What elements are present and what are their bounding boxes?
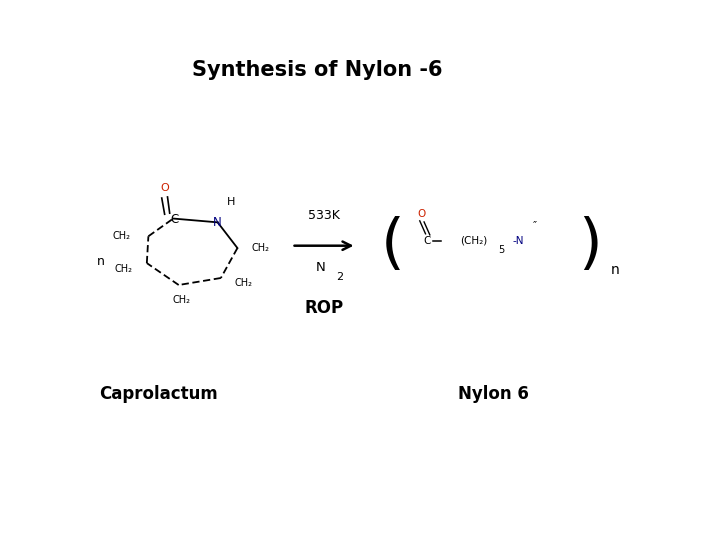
Text: N: N [315,261,325,274]
Text: N: N [213,216,222,229]
Text: CH₂: CH₂ [114,264,132,273]
Text: CH₂: CH₂ [235,279,253,288]
Text: O: O [417,210,426,219]
Text: H: H [226,197,235,207]
Text: n: n [97,255,104,268]
Text: ): ) [579,216,602,275]
Text: 5: 5 [498,245,504,255]
Text: CH₂: CH₂ [173,295,191,305]
Text: ″: ″ [533,220,537,230]
Text: CH₂: CH₂ [112,231,130,241]
Text: CH₂: CH₂ [251,243,269,253]
Text: 2: 2 [336,272,343,282]
Text: Nylon 6: Nylon 6 [458,385,528,403]
Text: C: C [423,237,431,246]
Text: -N: -N [513,236,524,246]
Text: O: O [161,183,169,193]
Text: Caprolactum: Caprolactum [99,385,217,403]
Text: n: n [611,263,620,277]
Text: (: ( [380,216,405,275]
Text: (CH₂): (CH₂) [460,236,487,246]
Text: 533K: 533K [308,210,340,222]
Text: C: C [171,213,179,226]
Text: ROP: ROP [305,299,343,317]
Text: Synthesis of Nylon -6: Synthesis of Nylon -6 [192,60,442,80]
